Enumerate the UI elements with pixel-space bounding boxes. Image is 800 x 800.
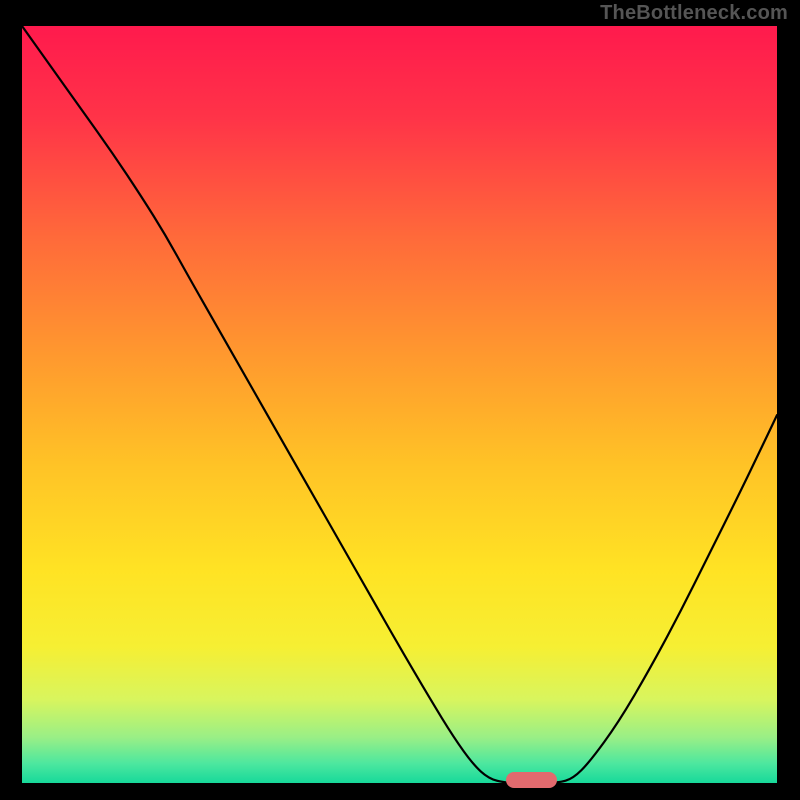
watermark-text: TheBottleneck.com — [600, 2, 788, 25]
plot-area — [22, 26, 777, 783]
bottleneck-curve — [22, 26, 777, 783]
figure-frame: TheBottleneck.com — [0, 0, 800, 800]
curve-path — [22, 26, 777, 783]
optimum-marker — [506, 772, 557, 787]
